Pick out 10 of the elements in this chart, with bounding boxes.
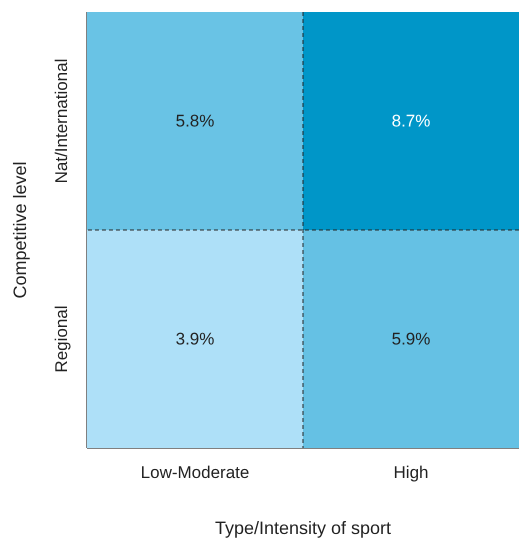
data-label: 5.8%	[176, 112, 214, 130]
x-tick-label: High	[394, 463, 428, 482]
data-label: 8.7%	[392, 112, 430, 130]
y-axis-title: Competitive level	[10, 161, 30, 299]
x-axis-title: Type/Intensity of sport	[214, 518, 392, 538]
y-tick-label: Regional	[52, 305, 71, 373]
y-tick-label: Nat/International	[52, 58, 71, 184]
x-tick-label: Low-Moderate	[140, 463, 250, 482]
data-label: 3.9%	[176, 330, 214, 348]
data-label: 5.9%	[392, 330, 430, 348]
